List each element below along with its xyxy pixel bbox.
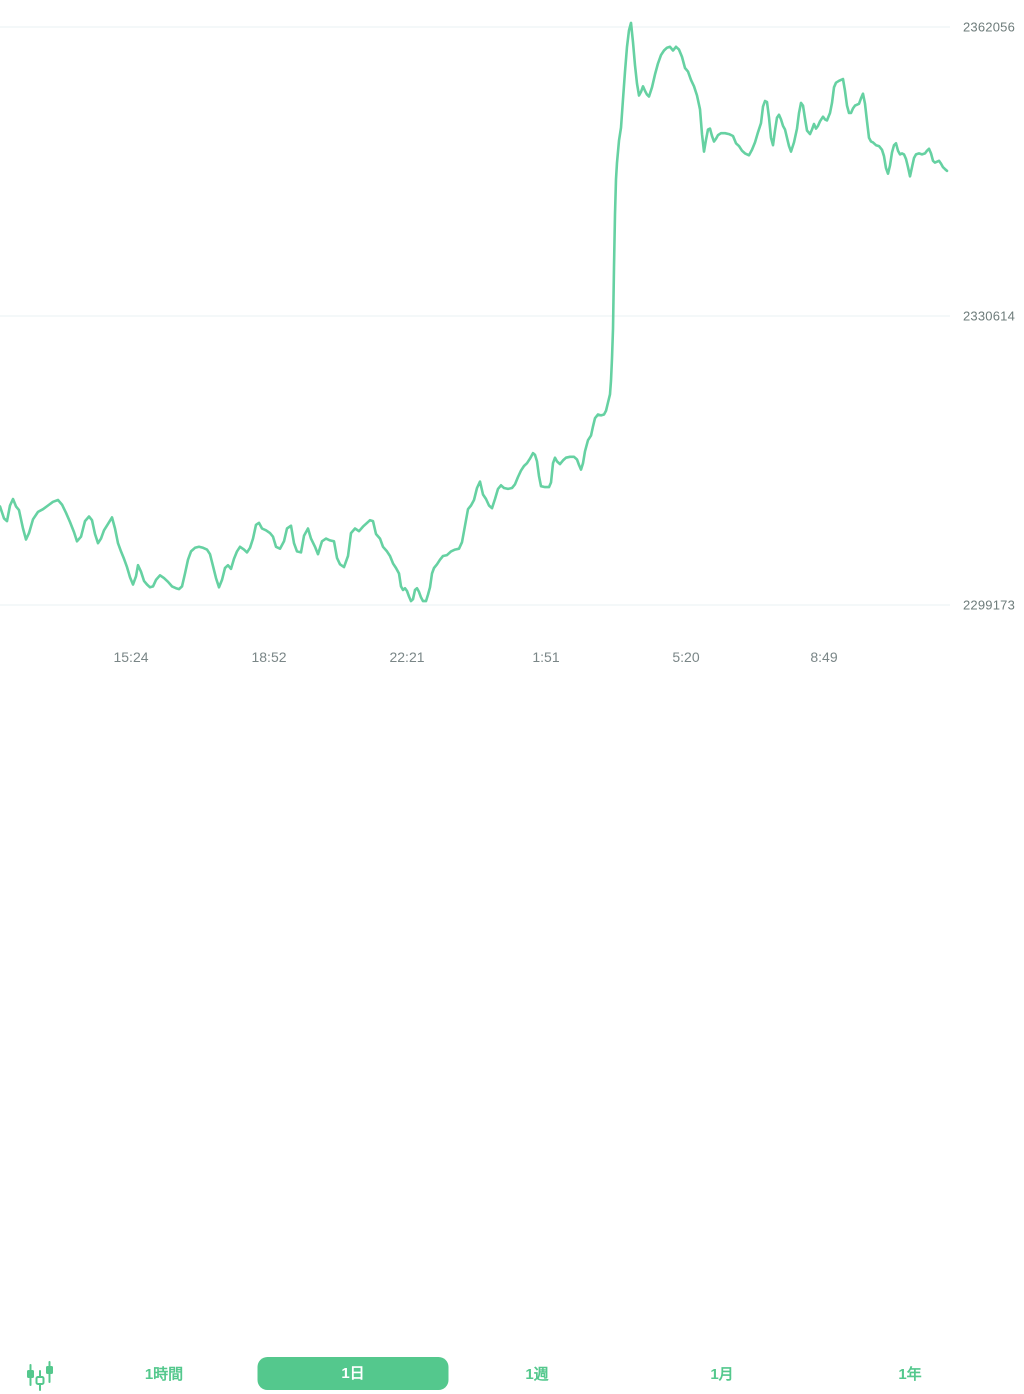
price-line — [0, 21, 949, 603]
x-axis-label: 18:52 — [251, 649, 287, 665]
chart-type-toggle-button[interactable] — [23, 1361, 57, 1393]
y-axis-label: 2299173 — [962, 597, 1015, 613]
gridlines — [0, 26, 950, 606]
price-line-chart[interactable] — [0, 0, 1024, 732]
timeframe-button-1month[interactable]: 1月 — [702, 1359, 741, 1390]
timeframe-button-1day[interactable]: 1日 — [257, 1357, 449, 1390]
y-axis-label: 2362056 — [962, 19, 1015, 35]
x-axis-label: 1:51 — [532, 649, 560, 665]
timeframe-button-1year[interactable]: 1年 — [890, 1359, 929, 1390]
x-axis-label: 8:49 — [810, 649, 838, 665]
x-axis-label: 15:24 — [113, 649, 149, 665]
timeframe-toolbar: 1時間 1日 1週 1月 1年 — [0, 676, 1024, 1391]
y-axis-label: 2330614 — [962, 308, 1015, 324]
candlestick-chart-icon — [27, 1361, 53, 1391]
x-axis-label: 5:20 — [672, 649, 700, 665]
timeframe-button-1week[interactable]: 1週 — [517, 1359, 556, 1390]
x-axis-label: 22:21 — [389, 649, 425, 665]
timeframe-button-1hour[interactable]: 1時間 — [137, 1359, 191, 1390]
